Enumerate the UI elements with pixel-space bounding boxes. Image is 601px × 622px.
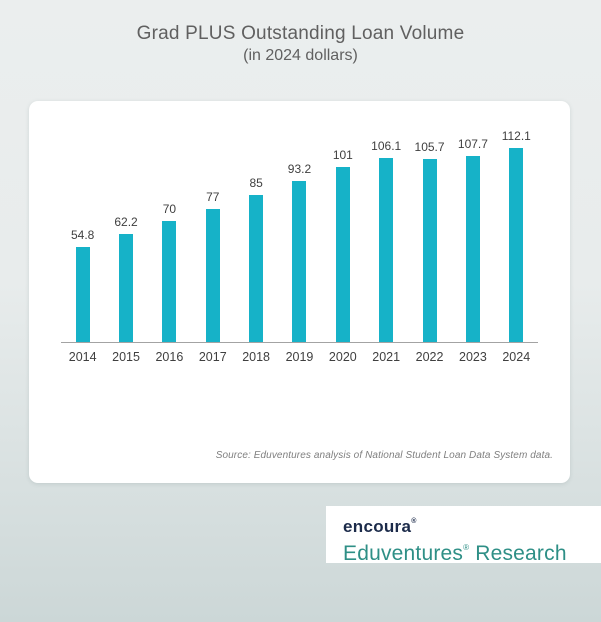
bar-slot: 106.1 — [365, 101, 408, 342]
x-axis-label: 2020 — [328, 350, 357, 364]
encoura-text: encoura — [343, 517, 412, 536]
bar-value-label: 101 — [332, 148, 353, 162]
x-axis-label: 2024 — [502, 350, 531, 364]
registered-mark-icon: ® — [411, 518, 417, 525]
x-axis-label: 2019 — [285, 350, 314, 364]
x-axis-label: 2021 — [372, 350, 401, 364]
bar-2017 — [205, 209, 220, 342]
x-axis-label: 2015 — [112, 350, 140, 364]
bar-2015 — [119, 234, 134, 342]
bar-series: 54.8 62.2 70 77 85 93.2 101 106.1 105.7 107.7 112.… — [61, 101, 538, 342]
chart-title: Grad PLUS Outstanding Loan Volume — [136, 23, 465, 44]
registered-mark-icon: ® — [463, 543, 470, 552]
bar-2020 — [335, 167, 350, 342]
logo-inner: encoura® Eduventures® Research — [326, 506, 601, 566]
bar-2022 — [422, 159, 437, 342]
x-axis-label: 2022 — [415, 350, 444, 364]
bar-slot: 62.2 — [104, 101, 147, 342]
bar-slot: 107.7 — [451, 101, 494, 342]
research-text: Research — [475, 542, 567, 565]
bar-slot: 101 — [321, 101, 364, 342]
bar-2021 — [379, 158, 394, 342]
eduventures-text: Eduventures — [343, 542, 464, 565]
bar-slot: 54.8 — [61, 101, 104, 342]
bar-value-label: 112.1 — [501, 129, 531, 143]
x-axis-label: 2014 — [68, 350, 97, 364]
x-axis-line — [61, 342, 538, 343]
bar-value-label: 77 — [206, 190, 220, 204]
x-axis-label: 2016 — [155, 350, 184, 364]
bar-2016 — [162, 221, 177, 342]
bar-value-label: 54.8 — [71, 228, 95, 242]
title-block: Grad PLUS Outstanding Loan Volume (in 20… — [0, 22, 601, 65]
bar-value-label: 107.7 — [457, 137, 488, 151]
bar-2019 — [292, 181, 307, 342]
logo: encoura® Eduventures® Research — [326, 506, 601, 566]
bar-value-label: 93.2 — [287, 162, 312, 176]
x-axis-labels: 2014 2015 2016 2017 2018 2019 2020 2021 2022 2023… — [61, 350, 538, 364]
x-axis-label: 2018 — [242, 350, 271, 364]
bar-value-label: 85 — [249, 176, 263, 190]
source-note: Source: Eduventures analysis of National… — [215, 450, 553, 461]
bar-slot: 112.1 — [495, 101, 538, 342]
eduventures-research-wordmark: Eduventures® Research — [343, 536, 601, 566]
x-axis-label: 2023 — [459, 350, 487, 364]
bar-slot: 85 — [234, 101, 277, 342]
encoura-wordmark: encoura® — [343, 512, 601, 536]
bar-slot: 70 — [148, 101, 191, 342]
bar-2014 — [75, 247, 90, 342]
chart-card: 54.8 62.2 70 77 85 93.2 101 106.1 105.7 107.7 112.… — [29, 101, 570, 483]
x-axis-label: 2017 — [198, 350, 227, 364]
bar-value-label: 105.7 — [414, 140, 445, 154]
bar-2024 — [509, 148, 524, 342]
bar-slot: 105.7 — [408, 101, 451, 342]
bar-slot: 77 — [191, 101, 234, 342]
chart-subtitle: (in 2024 dollars) — [243, 47, 358, 64]
bar-2023 — [465, 156, 480, 342]
bar-value-label: 70 — [162, 202, 177, 216]
bar-chart-plot-area: 54.8 62.2 70 77 85 93.2 101 106.1 105.7 107.7 112.… — [61, 101, 538, 342]
bar-slot: 93.2 — [278, 101, 321, 342]
bar-2018 — [249, 195, 264, 342]
bar-value-label: 106.1 — [371, 139, 402, 153]
bar-value-label: 62.2 — [114, 215, 138, 229]
